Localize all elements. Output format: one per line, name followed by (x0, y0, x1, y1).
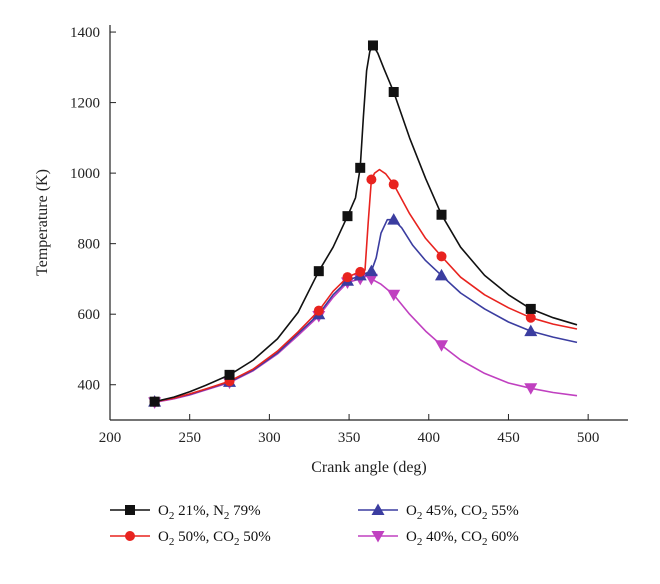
data-point (313, 266, 324, 277)
data-point (364, 273, 378, 286)
y-tick-label: 1200 (70, 96, 100, 112)
legend-label-text: O (406, 503, 417, 519)
legend-label-text: 21%, N (174, 503, 224, 519)
data-point (436, 251, 447, 262)
legend-label: O2 50%, CO2 50% (158, 529, 271, 548)
x-tick-label: 350 (338, 430, 361, 446)
legend-label-subscript: 2 (224, 510, 230, 522)
legend-label-text: O (158, 529, 169, 545)
axes: 200 250 300 350 400 450 500 400 600 800 1000 1200 14… (70, 25, 628, 446)
legend-label-text: 79% (229, 503, 260, 519)
data-point (364, 264, 378, 277)
x-tick-label: 450 (497, 430, 520, 446)
legend-label: O2 40%, CO2 60% (406, 529, 519, 548)
data-point (388, 179, 399, 190)
legend-item-3: O2 45%, CO2 55% (358, 503, 519, 522)
legend-label-text: O (406, 529, 417, 545)
legend-label-text: 60% (487, 529, 518, 545)
data-point (524, 383, 538, 395)
legend-label-subscript: 2 (417, 536, 423, 548)
series-line (154, 168, 578, 403)
data-point (355, 162, 366, 173)
x-tick-label: 300 (258, 430, 281, 446)
data-point (525, 303, 536, 314)
data-point (313, 305, 324, 316)
data-point (355, 266, 366, 277)
y-tick-label: 400 (78, 378, 101, 394)
x-tick-label: 200 (99, 430, 122, 446)
legend-label-text: 55% (487, 503, 518, 519)
legend-label: O2 45%, CO2 55% (406, 503, 519, 522)
legend-swatch-marker (125, 505, 135, 515)
legend-item-2: O2 50%, CO2 50% (110, 529, 271, 548)
legend-swatch-marker (371, 531, 385, 543)
data-point (525, 312, 536, 323)
legend-label-text: 50% (239, 529, 270, 545)
x-tick-label: 400 (418, 430, 441, 446)
legend-label-subscript: 2 (482, 536, 488, 548)
x-tick-label: 500 (577, 430, 600, 446)
legend-label-subscript: 2 (169, 510, 175, 522)
data-point (388, 87, 399, 98)
data-point (387, 289, 401, 302)
series-group (148, 40, 578, 409)
y-tick-label: 1400 (70, 25, 100, 41)
legend-swatch-marker (125, 531, 135, 541)
series-line (154, 44, 578, 403)
data-point (366, 174, 377, 185)
legend-label-text: 40%, CO (422, 529, 482, 545)
x-tick-label: 250 (178, 430, 201, 446)
legend-label-subscript: 2 (482, 510, 488, 522)
y-tick-label: 600 (78, 307, 101, 323)
data-point (149, 396, 160, 407)
data-point (524, 324, 538, 337)
legend-label-text: 45%, CO (422, 503, 482, 519)
data-point (436, 209, 447, 220)
data-point (342, 211, 353, 222)
legend-label-text: O (158, 503, 169, 519)
legend-item-1: O2 21%, N2 79% (110, 503, 261, 522)
legend-item-4: O2 40%, CO2 60% (358, 529, 519, 548)
y-axis-label: Temperature (K) (34, 169, 51, 276)
series-2 (149, 168, 578, 407)
series-line (154, 275, 578, 404)
data-point (224, 369, 235, 380)
legend-label-subscript: 2 (234, 536, 240, 548)
y-tick-label: 800 (78, 237, 101, 253)
legend-label-text: 50%, CO (174, 529, 234, 545)
legend-label: O2 21%, N2 79% (158, 503, 261, 522)
legend-label-subscript: 2 (169, 536, 175, 548)
data-point (387, 213, 401, 225)
data-point (342, 272, 353, 283)
data-point (367, 40, 378, 51)
y-tick-label: 1000 (70, 166, 100, 182)
series-4 (148, 273, 578, 409)
legend-label-subscript: 2 (417, 510, 423, 522)
x-axis-label: Crank angle (deg) (311, 459, 427, 476)
series-1 (149, 40, 578, 407)
legend-swatch-marker (371, 503, 385, 515)
legend: O2 21%, N2 79%O2 50%, CO2 50%O2 45%, CO2… (110, 503, 519, 548)
data-point (435, 340, 449, 352)
data-point (435, 268, 449, 281)
